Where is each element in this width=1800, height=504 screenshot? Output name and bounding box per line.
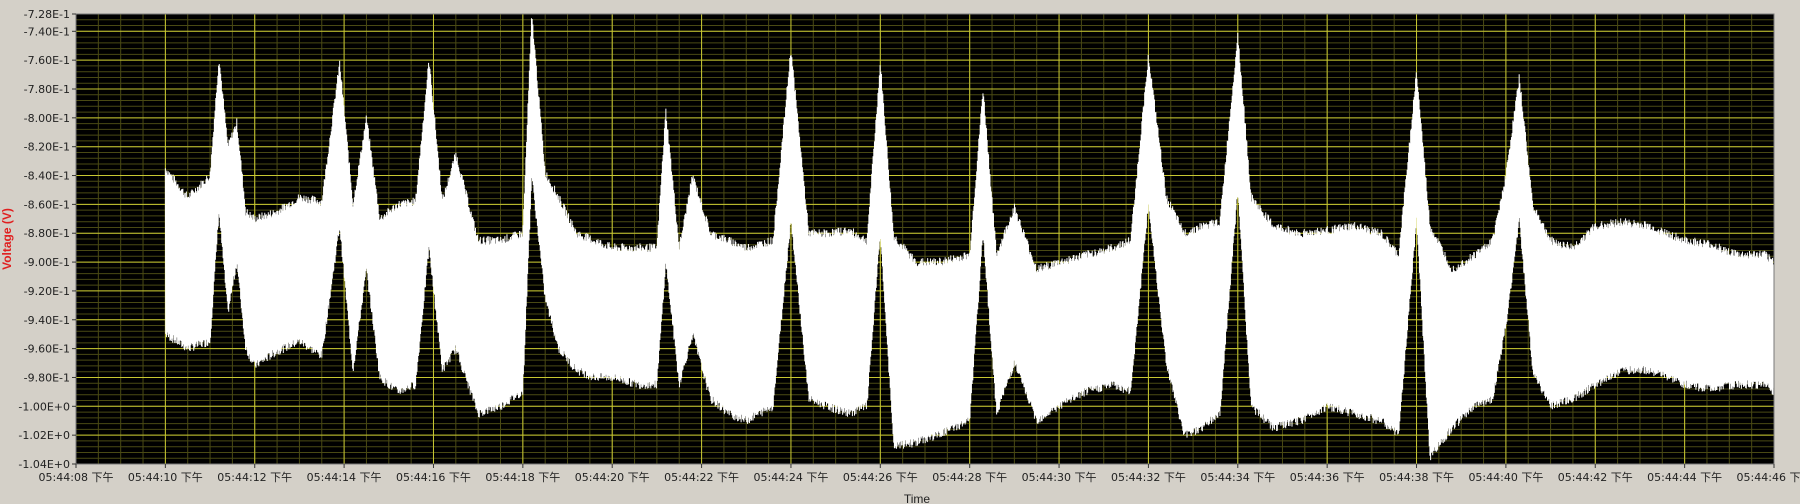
y-tick-label: -1.04E+0 — [18, 458, 70, 471]
y-tick-label: -8.20E-1 — [24, 141, 70, 154]
y-tick-label: -8.40E-1 — [24, 170, 70, 183]
x-tick-label: 05:44:08 下午 — [39, 471, 114, 484]
y-tick-label: -9.60E-1 — [24, 343, 70, 356]
x-axis-ticks: 05:44:08 下午 05:44:10 下午 05:44:12 下午 05:44:1… — [39, 464, 1800, 484]
x-tick-label: 05:44:40 下午 — [1468, 471, 1543, 484]
x-tick-label: 05:44:12 下午 — [217, 471, 292, 484]
y-tick-label: -8.80E-1 — [24, 227, 70, 240]
y-tick-label: -7.60E-1 — [24, 54, 70, 67]
y-tick-label: -1.02E+0 — [18, 429, 70, 442]
x-tick-label: 05:44:20 下午 — [575, 471, 650, 484]
x-tick-label: 05:44:34 下午 — [1200, 471, 1275, 484]
x-tick-label: 05:44:18 下午 — [485, 471, 560, 484]
x-tick-label: 05:44:46 下午 — [1737, 471, 1800, 484]
y-tick-label: -1.00E+0 — [18, 400, 70, 413]
x-tick-label: 05:44:24 下午 — [753, 471, 828, 484]
y-tick-label: -7.28E-1 — [24, 8, 70, 21]
x-tick-label: 05:44:36 下午 — [1290, 471, 1365, 484]
y-tick-label: -9.80E-1 — [24, 371, 70, 384]
x-tick-label: 05:44:42 下午 — [1558, 471, 1633, 484]
y-tick-label: -9.40E-1 — [24, 314, 70, 327]
y-tick-label: -9.20E-1 — [24, 285, 70, 298]
y-tick-label: -8.60E-1 — [24, 198, 70, 211]
y-tick-label: -9.00E-1 — [24, 256, 70, 269]
y-tick-label: -8.00E-1 — [24, 112, 70, 125]
x-tick-label: 05:44:22 下午 — [664, 471, 739, 484]
voltage-trace — [164, 18, 1775, 461]
x-tick-label: 05:44:14 下午 — [307, 471, 382, 484]
x-tick-label: 05:44:32 下午 — [1111, 471, 1186, 484]
x-tick-label: 05:44:16 下午 — [396, 471, 471, 484]
y-tick-label: -7.80E-1 — [24, 83, 70, 96]
y-axis-ticks: -7.28E-1 -7.40E-1 -7.60E-1 -7.80E-1 -8.00E-1… — [18, 8, 76, 471]
x-tick-label: 05:44:28 下午 — [932, 471, 1007, 484]
x-axis-title: Time — [904, 492, 931, 504]
x-tick-label: 05:44:10 下午 — [128, 471, 203, 484]
y-tick-label: -7.40E-1 — [24, 25, 70, 38]
plot-border — [75, 13, 1775, 465]
x-tick-label: 05:44:26 下午 — [843, 471, 918, 484]
y-axis-title: Voltage (V) — [0, 208, 14, 270]
x-tick-label: 05:44:44 下午 — [1647, 471, 1722, 484]
voltage-series-line — [164, 18, 1775, 461]
x-tick-label: 05:44:38 下午 — [1379, 471, 1454, 484]
x-tick-label: 05:44:30 下午 — [1022, 471, 1097, 484]
